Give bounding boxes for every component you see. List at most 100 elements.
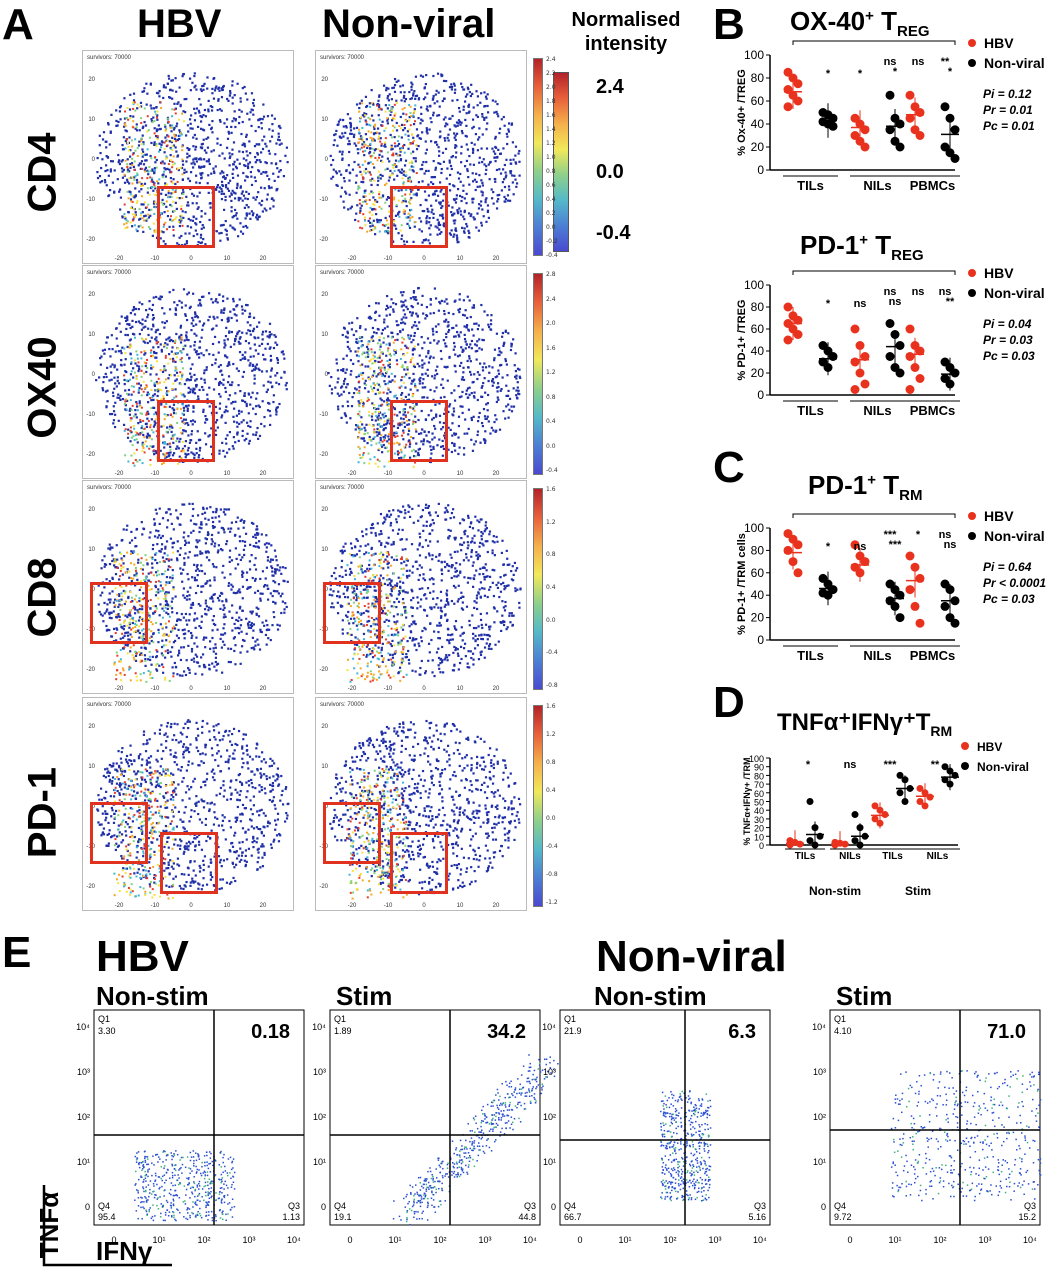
tsne-dot bbox=[189, 226, 193, 229]
tsne-ytick: 10 bbox=[88, 117, 95, 123]
tsne-dot bbox=[416, 362, 419, 365]
tsne-dot bbox=[249, 152, 252, 155]
tsne-dot bbox=[111, 160, 114, 163]
tsne-dot bbox=[497, 398, 500, 401]
tsne-dot-hot bbox=[175, 140, 178, 143]
tsne-dot bbox=[245, 203, 248, 207]
tsne-dot bbox=[192, 292, 195, 295]
tsne-dot bbox=[377, 373, 380, 376]
tsne-dot bbox=[467, 105, 470, 109]
tsne-dot bbox=[191, 316, 194, 320]
tsne-dot bbox=[355, 103, 359, 106]
tsne-dot bbox=[438, 414, 442, 417]
tsne-dot bbox=[438, 300, 441, 304]
tsne-dot bbox=[436, 226, 439, 229]
tsne-dot bbox=[221, 373, 224, 376]
tsne-dot bbox=[268, 186, 271, 190]
tsne-dot bbox=[415, 192, 418, 195]
tsne-dot bbox=[178, 129, 181, 132]
tsne-dot bbox=[413, 365, 417, 369]
tsne-dot bbox=[181, 210, 184, 213]
tsne-dot bbox=[381, 451, 384, 454]
tsne-dot bbox=[243, 164, 246, 167]
tsne-dot-hot bbox=[141, 195, 144, 198]
tsne-dot bbox=[452, 410, 456, 413]
tsne-dot bbox=[445, 332, 448, 336]
tsne-dot bbox=[253, 176, 256, 179]
tsne-dot-hot bbox=[146, 187, 149, 190]
tsne-dot bbox=[455, 234, 459, 237]
tsne-dot-hot bbox=[396, 441, 399, 444]
tsne-dot bbox=[436, 100, 439, 103]
tsne-dot bbox=[190, 322, 193, 325]
tsne-dot bbox=[514, 369, 518, 373]
tsne-dot bbox=[446, 167, 449, 170]
tsne-dot bbox=[223, 455, 227, 458]
tsne-dot bbox=[337, 408, 340, 411]
tsne-dot bbox=[448, 405, 451, 408]
tsne-dot bbox=[402, 96, 405, 99]
tsne-dot bbox=[495, 110, 498, 114]
tsne-dot bbox=[502, 115, 505, 119]
tsne-dot bbox=[465, 135, 468, 138]
tsne-dot bbox=[125, 178, 129, 181]
tsne-dot bbox=[154, 338, 157, 341]
tsne-dot bbox=[409, 188, 412, 191]
tsne-dot-hot bbox=[150, 364, 153, 367]
tsne-dot bbox=[504, 358, 507, 361]
tsne-dot bbox=[418, 447, 422, 450]
tsne-dot bbox=[368, 102, 371, 105]
tsne-dot-hot bbox=[171, 115, 174, 118]
tsne-dot bbox=[280, 351, 283, 354]
tsne-dot bbox=[448, 161, 451, 164]
tsne-dot bbox=[364, 189, 367, 192]
tsne-dot bbox=[377, 432, 381, 435]
tsne-dot bbox=[432, 111, 435, 114]
tsne-dot bbox=[262, 115, 266, 118]
tsne-dot bbox=[168, 353, 171, 356]
tsne-dot bbox=[362, 437, 366, 440]
tsne-dot bbox=[484, 430, 487, 433]
tsne-dot bbox=[243, 394, 246, 397]
tsne-dot bbox=[144, 124, 148, 127]
tsne-dot bbox=[189, 305, 192, 308]
tsne-dot bbox=[480, 147, 483, 150]
tsne-dot bbox=[498, 364, 502, 367]
tsne-dot bbox=[249, 610, 252, 613]
tsne-dot bbox=[471, 180, 475, 183]
tsne-dot bbox=[372, 133, 376, 136]
tsne-dot-hot bbox=[172, 219, 175, 222]
tsne-dot bbox=[504, 176, 507, 179]
tsne-dot bbox=[377, 99, 380, 102]
tsne-dot bbox=[194, 84, 197, 87]
tsne-dot bbox=[414, 97, 417, 100]
tsne-dot bbox=[383, 380, 386, 383]
tsne-dot-hot bbox=[396, 435, 399, 438]
tsne-dot bbox=[460, 121, 463, 124]
tsne-dot bbox=[153, 182, 156, 185]
tsne-dot bbox=[414, 157, 417, 160]
colorbar-tick: -0.4 bbox=[546, 467, 558, 474]
tsne-dot-hot bbox=[381, 403, 384, 406]
tsne-dot bbox=[263, 207, 266, 210]
tsne-dot-hot bbox=[131, 219, 134, 222]
tsne-dot bbox=[458, 446, 461, 449]
tsne-dot bbox=[109, 168, 112, 171]
tsne-dot bbox=[223, 410, 226, 414]
tsne-dot-hot bbox=[371, 137, 374, 140]
tsne-dot bbox=[370, 415, 374, 418]
tsne-dot-hot bbox=[130, 345, 133, 348]
tsne-dot bbox=[501, 331, 504, 335]
tsne-dot-hot bbox=[395, 431, 398, 434]
tsne-dot-hot bbox=[366, 432, 369, 435]
tsne-dot-hot bbox=[385, 401, 388, 404]
tsne-dot bbox=[110, 378, 113, 381]
tsne-dot bbox=[358, 106, 361, 110]
tsne-dot bbox=[421, 428, 424, 431]
tsne-dot bbox=[339, 386, 343, 389]
tsne-dot bbox=[349, 132, 352, 135]
tsne-dot bbox=[109, 131, 112, 134]
tsne-dot bbox=[473, 143, 476, 146]
tsne-dot bbox=[132, 376, 135, 379]
tsne-dot bbox=[154, 187, 157, 190]
